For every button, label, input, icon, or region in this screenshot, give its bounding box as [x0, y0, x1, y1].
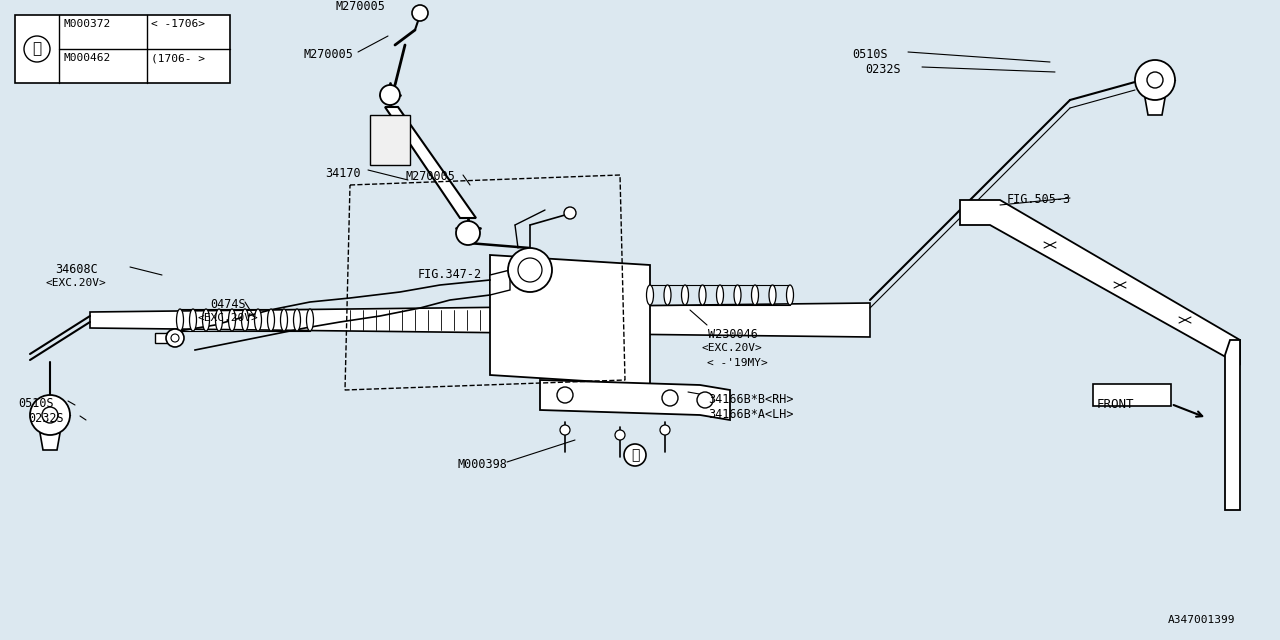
Text: 34166B*B<RH>: 34166B*B<RH> — [708, 393, 794, 406]
Polygon shape — [540, 380, 730, 420]
Ellipse shape — [242, 309, 248, 331]
Ellipse shape — [280, 309, 288, 331]
Polygon shape — [960, 200, 1240, 365]
Ellipse shape — [177, 309, 183, 331]
Text: M270005: M270005 — [303, 48, 353, 61]
Text: 0510S: 0510S — [18, 397, 54, 410]
Text: ①: ① — [32, 42, 41, 56]
Circle shape — [660, 425, 669, 435]
Circle shape — [614, 430, 625, 440]
Text: <EXC.20V>: <EXC.20V> — [45, 278, 106, 288]
Text: 34170: 34170 — [325, 167, 361, 180]
Text: (1706- >: (1706- > — [151, 53, 205, 63]
Circle shape — [42, 407, 58, 423]
Text: < -'19MY>: < -'19MY> — [707, 358, 768, 368]
Text: A347001399: A347001399 — [1167, 615, 1235, 625]
Ellipse shape — [306, 309, 314, 331]
Ellipse shape — [681, 285, 689, 305]
Circle shape — [561, 425, 570, 435]
Ellipse shape — [215, 309, 223, 331]
Circle shape — [662, 390, 678, 406]
Text: FRONT: FRONT — [1097, 398, 1134, 411]
Ellipse shape — [189, 309, 197, 331]
Text: M270005: M270005 — [404, 170, 454, 183]
Ellipse shape — [268, 309, 274, 331]
Text: 0474S: 0474S — [210, 298, 246, 311]
Ellipse shape — [229, 309, 236, 331]
Ellipse shape — [751, 285, 759, 305]
Ellipse shape — [293, 309, 301, 331]
Polygon shape — [1146, 98, 1165, 115]
Text: 0510S: 0510S — [852, 48, 887, 61]
Polygon shape — [40, 433, 60, 450]
Text: 0232S: 0232S — [28, 412, 64, 425]
Bar — [1093, 384, 1171, 406]
Polygon shape — [385, 107, 476, 218]
Circle shape — [518, 258, 541, 282]
Text: < -1706>: < -1706> — [151, 19, 205, 29]
Ellipse shape — [786, 285, 794, 305]
Circle shape — [166, 329, 184, 347]
Text: M270005: M270005 — [335, 0, 385, 13]
Text: M000398: M000398 — [457, 458, 507, 471]
Bar — [15, 15, 230, 83]
Circle shape — [380, 85, 401, 105]
Text: 34608C: 34608C — [55, 263, 97, 276]
Ellipse shape — [699, 285, 707, 305]
Polygon shape — [1225, 340, 1240, 510]
Circle shape — [24, 36, 50, 62]
Text: FIG.347-2: FIG.347-2 — [419, 268, 483, 281]
Circle shape — [564, 207, 576, 219]
Text: <EXC.20V>: <EXC.20V> — [701, 343, 762, 353]
Ellipse shape — [769, 285, 776, 305]
Text: ①: ① — [631, 448, 639, 462]
Circle shape — [412, 5, 428, 21]
Circle shape — [456, 221, 480, 245]
Text: 34166B*A<LH>: 34166B*A<LH> — [708, 408, 794, 421]
Polygon shape — [490, 255, 650, 385]
Circle shape — [29, 395, 70, 435]
Circle shape — [557, 387, 573, 403]
Ellipse shape — [664, 285, 671, 305]
Circle shape — [1147, 72, 1164, 88]
Circle shape — [625, 444, 646, 466]
Ellipse shape — [733, 285, 741, 305]
Circle shape — [172, 334, 179, 342]
Text: FIG.505-3: FIG.505-3 — [1007, 193, 1071, 206]
Polygon shape — [90, 303, 870, 337]
Text: M000372: M000372 — [63, 19, 110, 29]
Text: W230046: W230046 — [708, 328, 758, 341]
Ellipse shape — [646, 285, 654, 305]
Circle shape — [508, 248, 552, 292]
Ellipse shape — [202, 309, 210, 331]
Ellipse shape — [255, 309, 261, 331]
Polygon shape — [370, 115, 410, 165]
Text: 0232S: 0232S — [865, 63, 901, 76]
Bar — [155, 333, 173, 343]
Circle shape — [698, 392, 713, 408]
Circle shape — [1135, 60, 1175, 100]
Ellipse shape — [717, 285, 723, 305]
Text: M000462: M000462 — [63, 53, 110, 63]
Polygon shape — [490, 270, 509, 295]
Text: <EXC.20V>: <EXC.20V> — [197, 313, 257, 323]
